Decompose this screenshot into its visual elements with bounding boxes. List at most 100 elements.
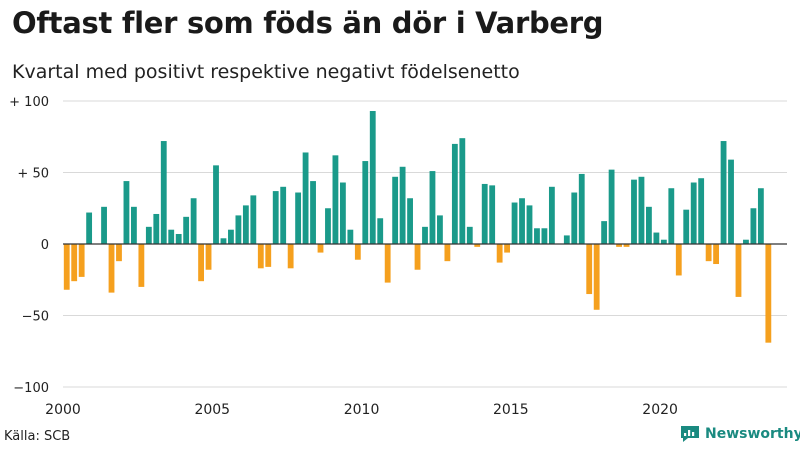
- bar: [86, 212, 93, 244]
- bar: [116, 244, 122, 262]
- bar: [757, 188, 764, 244]
- bar: [444, 244, 451, 262]
- bar: [414, 244, 421, 270]
- bar: [705, 244, 712, 262]
- bar: [354, 244, 361, 260]
- bar: [145, 226, 152, 244]
- bar: [750, 208, 757, 244]
- bar: [377, 218, 384, 244]
- y-tick-label: + 100: [9, 95, 49, 110]
- bar: [272, 191, 279, 244]
- bar: [228, 229, 234, 244]
- bar: [280, 186, 287, 244]
- x-tick-label: 2000: [45, 402, 81, 418]
- bar: [765, 244, 772, 343]
- bar: [190, 198, 197, 244]
- bar: [683, 209, 690, 244]
- bar: [399, 166, 406, 244]
- chart-subtitle: Kvartal med positivt respektive negativt…: [12, 61, 520, 83]
- bar: [646, 206, 652, 244]
- bar: [160, 141, 167, 244]
- bar: [489, 185, 496, 244]
- bar: [459, 138, 466, 244]
- bar: [698, 178, 705, 244]
- bar: [616, 244, 622, 247]
- bar: [675, 244, 682, 276]
- bar: [183, 216, 190, 244]
- bar: [242, 205, 249, 244]
- bar: [392, 176, 399, 244]
- bar: [534, 228, 540, 244]
- y-tick-label: −50: [22, 310, 49, 325]
- bar: [638, 176, 645, 244]
- bar: [130, 206, 137, 244]
- bar: [481, 183, 488, 244]
- bar: [451, 143, 458, 244]
- bar: [339, 182, 346, 244]
- y-tick-label: 0: [41, 238, 49, 253]
- bar: [608, 169, 615, 244]
- x-tick-label: 2010: [344, 402, 380, 418]
- bar: [108, 244, 115, 293]
- bar: [71, 244, 78, 282]
- bar: [713, 244, 720, 265]
- bar: [175, 233, 182, 244]
- bar: [728, 159, 734, 244]
- bar: [235, 215, 242, 244]
- bar: [332, 155, 339, 244]
- y-tick-label: −100: [13, 381, 49, 396]
- bar: [511, 202, 518, 244]
- bar: [220, 238, 227, 244]
- bar: [153, 213, 160, 244]
- y-tick-label: + 50: [17, 167, 49, 182]
- bar: [317, 244, 324, 253]
- bar: [474, 244, 481, 247]
- bar: [63, 244, 70, 290]
- bar: [720, 141, 727, 244]
- bar: [504, 244, 511, 253]
- bar: [631, 179, 637, 244]
- bar: [541, 228, 548, 244]
- bar: [257, 244, 264, 269]
- bar: [653, 232, 660, 244]
- bar: [623, 244, 630, 247]
- bar: [578, 173, 585, 244]
- x-tick-label: 2020: [642, 402, 678, 418]
- x-tick-label: 2015: [493, 402, 529, 418]
- bar: [205, 244, 212, 270]
- bar: [526, 205, 533, 244]
- bar: [310, 181, 316, 244]
- bar: [325, 208, 331, 244]
- bar: [384, 244, 391, 283]
- bar: [362, 161, 369, 244]
- bar: [250, 195, 257, 244]
- chart-title: Oftast fler som föds än dör i Varberg: [12, 6, 604, 40]
- bar: [660, 239, 667, 244]
- bar: [168, 229, 175, 244]
- x-tick-label: 2005: [194, 402, 230, 418]
- bar: [295, 192, 302, 244]
- bar: [586, 244, 593, 295]
- brand-name: Newsworthy: [705, 426, 800, 442]
- bar: [369, 111, 376, 244]
- bar: [198, 244, 204, 282]
- bar: [437, 215, 443, 244]
- newsworthy-logo[interactable]: Newsworthy: [680, 425, 800, 443]
- source-label: Källa: SCB: [4, 429, 71, 444]
- bar: [78, 244, 85, 277]
- bar: [735, 244, 742, 297]
- bar: [101, 206, 107, 244]
- bar: [302, 152, 309, 244]
- newsworthy-icon: [681, 426, 699, 442]
- bar: [548, 186, 555, 244]
- bar: [429, 171, 436, 244]
- bar: [123, 181, 130, 244]
- bar: [593, 244, 600, 310]
- bar: [422, 226, 428, 244]
- bar: [466, 226, 473, 244]
- bar: [743, 239, 749, 244]
- bar: [496, 244, 503, 263]
- bar: [213, 165, 219, 244]
- bar: [347, 229, 354, 244]
